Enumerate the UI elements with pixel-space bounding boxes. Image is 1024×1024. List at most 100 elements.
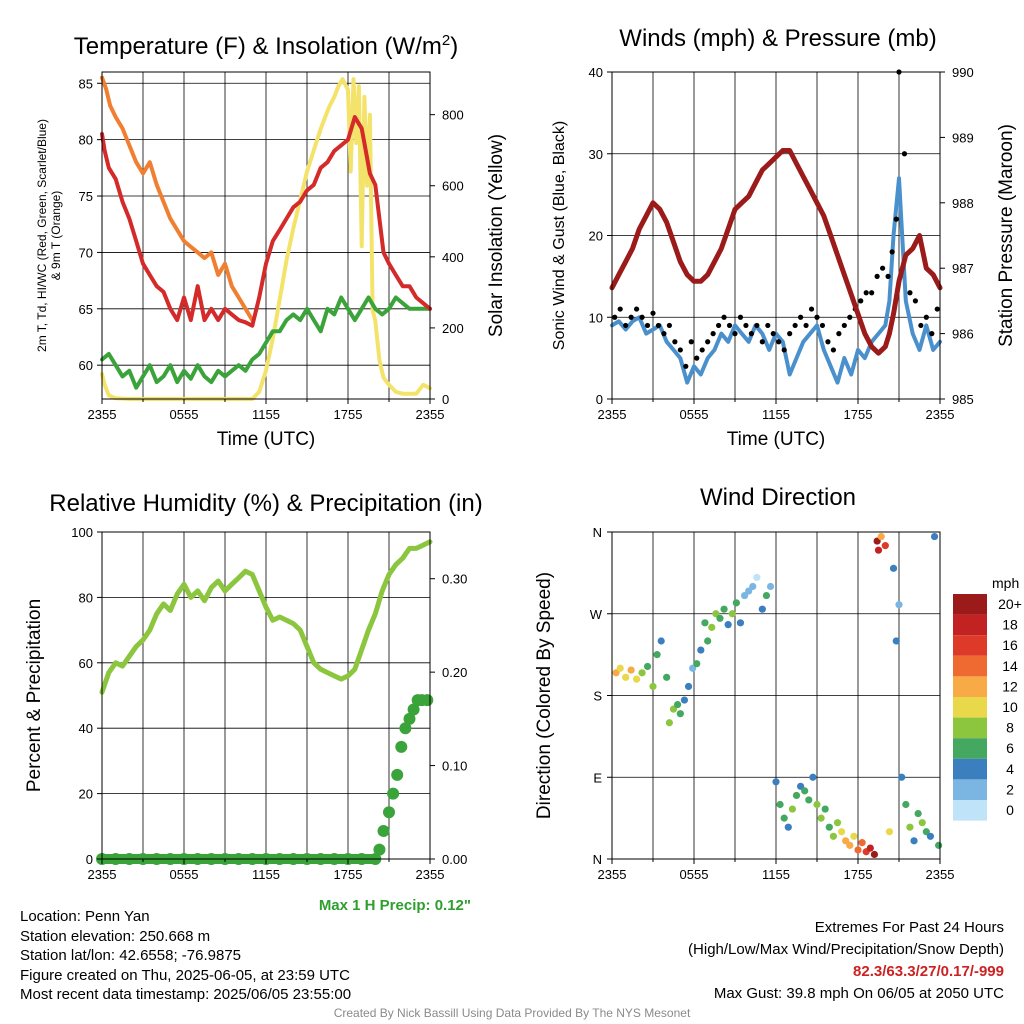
data-point [617, 306, 623, 312]
y-tick-label: 0 [86, 852, 93, 867]
wind-dir-point [728, 610, 736, 618]
wind-dir-point [877, 532, 885, 541]
x-tick-label: 1755 [334, 867, 363, 882]
data-point [377, 824, 390, 837]
y-tick-label: 60 [79, 358, 93, 373]
extremes-values: 82.3/63.3/27/0.17/-999 [853, 963, 1004, 980]
wind-dir-point [926, 832, 935, 840]
data-point [666, 322, 673, 329]
data-point [819, 322, 826, 329]
wind-dir-point [838, 828, 846, 836]
data-point [748, 331, 755, 337]
station-elevation: Station elevation: 250.668 m [20, 927, 211, 945]
wind-dir-point [736, 619, 745, 627]
wind-dir-point [881, 542, 889, 550]
y2-tick-label: 0.30 [442, 572, 467, 587]
credit-line: Created By Nick Bassill Using Data Provi… [333, 1006, 691, 1020]
wind-dir-point [708, 623, 716, 631]
data-point [792, 322, 798, 329]
data-point [644, 322, 651, 329]
x-tick-label: 2355 [416, 407, 445, 422]
wind-dir-point [821, 805, 829, 813]
y-tick-label: E [593, 770, 602, 785]
data-point [628, 314, 634, 320]
wind-dir-point [870, 850, 879, 859]
y-tick-label: 75 [79, 189, 93, 204]
y2-tick-label: 987 [952, 261, 974, 276]
x-tick-label: 2355 [88, 407, 117, 422]
wind-dir-point [616, 664, 624, 672]
wind-dir-point [833, 819, 842, 827]
y2-tick-label: 800 [442, 108, 464, 123]
wind-dir-point [749, 582, 757, 591]
data-point [781, 347, 787, 353]
y-tick-label: 85 [79, 76, 93, 91]
data-point [373, 843, 386, 856]
y2-tick-label: 600 [442, 179, 464, 194]
data-point [770, 331, 776, 337]
y-tick-label: 20 [589, 229, 603, 244]
legend-swatch [953, 779, 987, 800]
y2-axis-label: Solar Insolation (Yellow) [486, 134, 507, 337]
chart-title: Relative Humidity (%) & Precipitation (i… [49, 490, 482, 517]
wind-dir-point [665, 719, 674, 727]
data-point [391, 768, 404, 781]
data-point [814, 314, 820, 320]
legend-label: 8 [1006, 720, 1014, 736]
data-point [705, 339, 711, 345]
wind-dir-point [684, 682, 693, 691]
data-point [847, 314, 853, 320]
data-point [825, 339, 831, 345]
x-tick-label: 1155 [762, 867, 790, 882]
series-line [100, 295, 432, 390]
y-tick-label: 100 [71, 525, 93, 540]
y-axis-label: Percent & Precipitation [24, 599, 45, 792]
y-tick-label: 20 [79, 787, 93, 802]
legend-label: 10 [1002, 699, 1018, 715]
wind-dir-point [693, 660, 701, 668]
y-axis-label: Sonic Wind & Gust (Blue, Black) [551, 121, 568, 350]
legend-label: 2 [1006, 781, 1014, 797]
x-tick-label: 2355 [598, 867, 627, 882]
wind-dir-point [649, 682, 657, 691]
wind-dir-point [918, 819, 926, 827]
x-tick-label: 1155 [252, 407, 280, 422]
wind-dir-point [776, 800, 784, 809]
data-point [716, 322, 722, 329]
wind-dir-point [788, 805, 797, 813]
x-tick-label: 2355 [926, 867, 955, 882]
data-point [841, 322, 847, 329]
wind-dir-point [762, 591, 771, 600]
wind-dir-point [680, 696, 689, 704]
legend-label: 12 [1002, 678, 1018, 694]
y-tick-label: S [593, 689, 602, 704]
data-point [650, 310, 656, 316]
wind-dir-point [813, 800, 821, 809]
station-latlon: Station lat/lon: 42.6558; -76.9875 [20, 947, 242, 964]
wind-dir-point [846, 841, 854, 849]
station-info: Location: Penn Yan Station elevation: 25… [20, 907, 351, 1005]
wind-dir-point [784, 823, 792, 831]
max-precip-note: Max 1 H Precip: 0.12" [318, 897, 471, 914]
wind-dir-point [753, 573, 761, 582]
data-point [683, 363, 689, 369]
wind-dir-point [850, 832, 858, 840]
data-point [403, 712, 416, 725]
wind-dir-point [902, 800, 910, 809]
data-point [407, 703, 420, 716]
data-point [776, 339, 782, 345]
wind-dir-point [780, 814, 788, 822]
data-point [787, 331, 793, 337]
wind-dir-point [697, 646, 705, 654]
data-point [655, 322, 662, 329]
data-point [399, 722, 412, 735]
y-tick-label: 0 [596, 392, 603, 407]
y2-tick-label: 989 [952, 130, 974, 145]
wind-dir-point [895, 601, 903, 609]
legend-swatch [953, 655, 987, 677]
wind-dir-point [906, 823, 914, 831]
y2-tick-label: 200 [442, 321, 464, 336]
wind-dir-point [720, 605, 728, 613]
wind-dir-point [704, 637, 712, 645]
data-point [688, 339, 694, 345]
